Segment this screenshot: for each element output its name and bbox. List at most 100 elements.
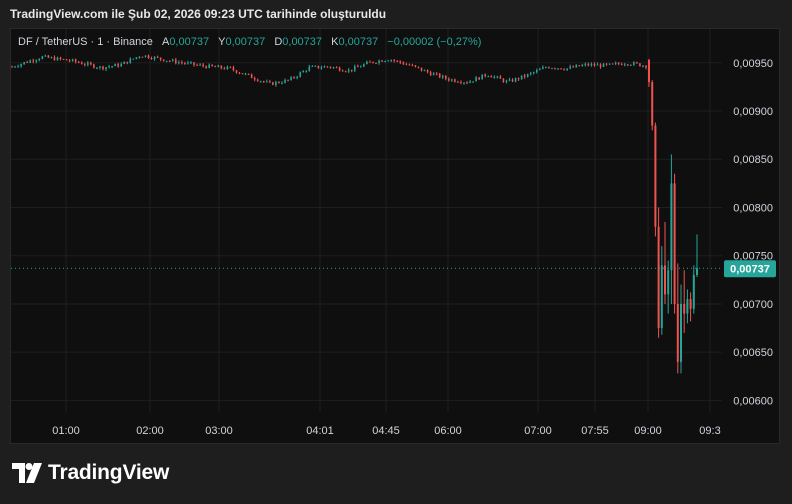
candle-body: [369, 61, 371, 63]
x-tick-label: 06:00: [434, 425, 462, 437]
candle-body: [196, 64, 198, 66]
candle-body: [235, 70, 238, 73]
candle-body: [162, 59, 165, 62]
candle-body: [329, 66, 332, 68]
candle-body: [80, 62, 83, 65]
candle-body: [202, 64, 204, 67]
chart-header-title: TradingView.com ile Şub 02, 2026 09:23 U…: [10, 7, 387, 21]
candle-body: [26, 62, 28, 64]
candle-body: [105, 67, 107, 70]
candle-body: [393, 60, 396, 62]
candle-body: [90, 62, 92, 65]
candle-body: [608, 63, 611, 65]
y-tick-label: 0,00850: [733, 154, 773, 166]
y-tick-label: 0,00900: [733, 106, 773, 118]
candle-body: [569, 66, 571, 69]
x-tick-label: 04:01: [306, 425, 334, 437]
candle-body: [347, 69, 350, 72]
candle-body: [490, 76, 493, 78]
candle-body: [460, 82, 462, 84]
candle-body: [535, 70, 538, 73]
candle-body: [150, 58, 153, 60]
candle-body: [363, 64, 365, 67]
candle-body: [563, 69, 565, 71]
candle-body: [478, 77, 480, 80]
candle-body: [587, 63, 590, 66]
candle-body: [590, 63, 593, 66]
candle-body: [266, 81, 268, 83]
candle-body: [505, 80, 508, 82]
candle-body: [664, 265, 666, 295]
candle-body: [211, 64, 214, 67]
candle-body: [350, 69, 353, 71]
candle-body: [578, 65, 581, 67]
x-tick-label: 01:00: [52, 425, 80, 437]
candle-body: [50, 57, 53, 59]
candle-body: [680, 303, 682, 362]
candle-body: [311, 66, 314, 68]
candle-body: [551, 68, 553, 70]
candle-body: [314, 65, 317, 67]
candle-body: [341, 70, 344, 72]
y-tick-label: 0,00600: [733, 395, 773, 407]
candle-body: [426, 70, 429, 73]
candle-body: [223, 68, 226, 70]
candle-body: [38, 58, 41, 61]
candle-body: [287, 79, 289, 81]
candle-body: [168, 60, 171, 62]
change-value: −0,00002 (−0,27%): [387, 36, 482, 48]
candle-body: [405, 64, 408, 66]
candle-body: [614, 62, 617, 64]
symbol-label[interactable]: DF / TetherUS · 1 · Binance: [18, 36, 153, 48]
candle-body: [87, 62, 89, 65]
candle-body: [657, 226, 660, 329]
candle-body: [102, 66, 104, 70]
candle-body: [617, 62, 620, 64]
candle-body: [636, 62, 638, 64]
y-tick-label: 0,00800: [733, 202, 773, 214]
candle-body: [99, 66, 101, 68]
candle-body: [299, 72, 301, 77]
candle-body: [545, 67, 547, 69]
candle-body: [11, 66, 13, 68]
low-value: 0,00737: [282, 36, 323, 48]
candle-body: [153, 56, 156, 60]
candle-body: [84, 64, 86, 66]
candle-body: [332, 67, 335, 69]
candle-body: [605, 63, 608, 65]
candle-body: [353, 66, 356, 71]
candle-body: [472, 81, 474, 83]
candle-body: [639, 63, 641, 67]
low-label: D: [274, 36, 283, 48]
candle-body: [645, 65, 647, 68]
candle-body: [667, 270, 670, 295]
candle-body: [190, 62, 192, 64]
candle-body: [384, 60, 386, 62]
candle-body: [278, 81, 280, 84]
open-value: 0,00737: [169, 36, 210, 48]
candle-body: [20, 64, 22, 67]
candle-body: [229, 66, 232, 68]
candle-body: [62, 59, 65, 61]
x-tick-label: 03:00: [205, 425, 233, 437]
candle-body: [484, 74, 487, 77]
candle-body: [435, 73, 438, 75]
candle-body: [250, 74, 253, 79]
candle-body: [514, 78, 517, 82]
candle-body: [114, 64, 116, 67]
candle-body: [41, 56, 44, 59]
candle-body: [181, 62, 183, 64]
candle-body: [526, 74, 529, 77]
candle-body: [651, 82, 654, 126]
candle-body: [475, 77, 477, 82]
candle-body: [411, 65, 414, 67]
candle-body: [487, 76, 490, 78]
candle-body: [372, 61, 374, 63]
candle-body: [399, 60, 402, 63]
candle-body: [253, 78, 256, 80]
candle-body: [520, 75, 523, 80]
candle-body: [135, 57, 138, 59]
candle-body: [217, 65, 220, 68]
candle-body: [660, 265, 663, 329]
